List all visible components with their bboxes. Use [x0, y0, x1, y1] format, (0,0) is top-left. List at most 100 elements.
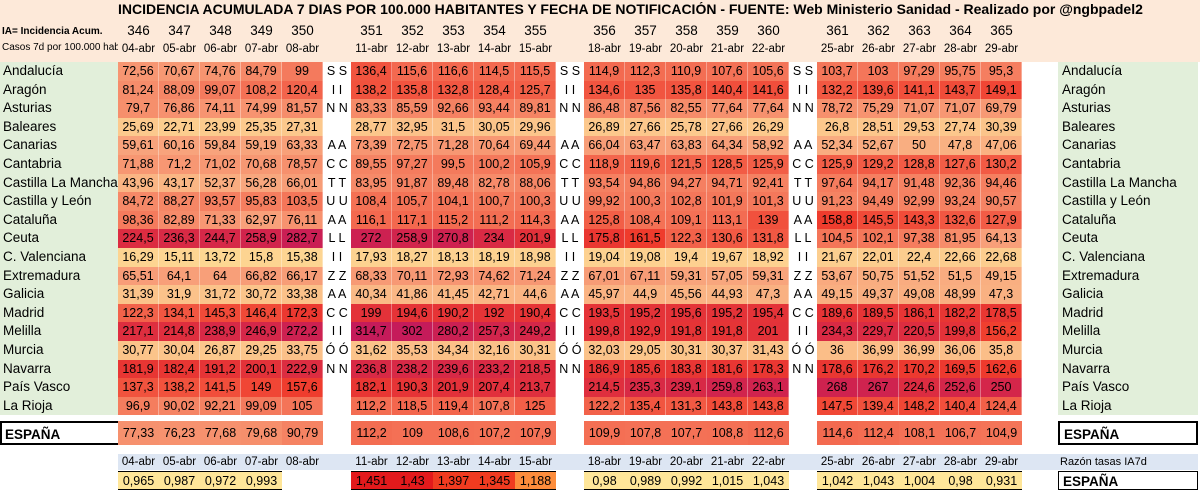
- region-label: Andalucía: [0, 62, 118, 81]
- ratio-region-label: ESPAÑA: [1058, 471, 1198, 490]
- data-cell: 66,04: [584, 136, 625, 155]
- data-cell: 94,86: [625, 173, 666, 193]
- ratio-cell: 1,004: [899, 471, 940, 490]
- data-cell: 124,4: [981, 396, 1022, 416]
- data-cell: 143,8: [748, 396, 789, 416]
- total-cell: 109,9: [584, 421, 625, 446]
- data-cell: 44,9: [625, 285, 666, 304]
- data-cell: 190,4: [515, 303, 556, 323]
- date-label: 18-abr: [587, 43, 622, 55]
- data-cell: 90,02: [159, 396, 200, 416]
- week-number: 365: [990, 23, 1013, 38]
- date-label: 26-abr: [861, 43, 896, 55]
- data-cell: 71,07: [940, 99, 981, 118]
- date-label: 15-abr: [518, 43, 553, 55]
- data-cell: 272,2: [282, 322, 323, 341]
- separator-letter: I I: [331, 324, 343, 339]
- data-cell: 220,5: [899, 322, 940, 341]
- data-cell: 239,1: [666, 378, 707, 397]
- data-cell: 31,72: [200, 285, 241, 304]
- data-cell: 103,5: [282, 192, 323, 211]
- data-cell: 63,83: [666, 136, 707, 155]
- data-cell: 99,09: [241, 396, 282, 416]
- separator-letter: U U: [326, 194, 348, 209]
- ratio-date-label: 29-abr: [984, 456, 1019, 468]
- data-cell: 104,5: [817, 229, 858, 248]
- date-label: 07-abr: [244, 43, 279, 55]
- data-cell: 49,15: [981, 266, 1022, 286]
- data-cell: 44,93: [707, 285, 748, 304]
- data-cell: 201,9: [433, 378, 474, 397]
- week-number: 359: [716, 23, 739, 38]
- data-cell: 51,52: [899, 266, 940, 286]
- data-cell: 30,04: [159, 341, 200, 360]
- separator-letter: Z Z: [560, 268, 580, 283]
- data-cell: 31,62: [351, 341, 392, 360]
- data-cell: 135,8: [666, 80, 707, 100]
- total-cell: 108,6: [433, 421, 474, 446]
- data-cell: 26,8: [817, 117, 858, 137]
- data-cell: 100,2: [474, 155, 515, 174]
- ratio-cell: [282, 471, 323, 490]
- separator-letter: C C: [559, 305, 581, 320]
- data-cell: 67,11: [625, 266, 666, 286]
- data-cell: 182,2: [940, 303, 981, 323]
- date-label: 22-abr: [751, 43, 786, 55]
- region-label-right: Castilla y León: [1058, 192, 1198, 211]
- data-cell: 63,33: [282, 136, 323, 155]
- data-cell: 81,57: [282, 99, 323, 118]
- ratio-date-label: 13-abr: [436, 456, 471, 468]
- data-cell: 26,29: [748, 117, 789, 137]
- week-number: 352: [401, 23, 424, 38]
- data-cell: 250: [981, 378, 1022, 397]
- data-cell: 22,71: [159, 117, 200, 137]
- separator-letter: I I: [564, 250, 576, 264]
- data-cell: 36: [817, 341, 858, 360]
- data-cell: 72,75: [392, 136, 433, 155]
- separator-letter: Z Z: [327, 268, 347, 283]
- region-label-right: Ceuta: [1058, 229, 1198, 248]
- date-label: 05-abr: [162, 43, 197, 55]
- data-cell: 246,9: [241, 322, 282, 341]
- data-cell: 201: [748, 322, 789, 341]
- separator-letter: I I: [331, 82, 343, 97]
- data-cell: 62,97: [241, 210, 282, 230]
- separator-letter: Z Z: [793, 268, 813, 283]
- data-cell: 115,6: [392, 62, 433, 81]
- ratio-date-label: 08-abr: [285, 456, 320, 468]
- ratio-cell: 0,972: [200, 471, 241, 490]
- separator-letter: T T: [560, 175, 580, 190]
- data-cell: 99: [282, 62, 323, 81]
- region-label: Baleares: [0, 117, 118, 137]
- data-cell: 132,8: [433, 80, 474, 100]
- region-label-right: Asturias: [1058, 99, 1198, 118]
- week-number: 358: [675, 23, 698, 38]
- data-cell: 22,01: [858, 248, 899, 267]
- data-cell: 31,5: [433, 117, 474, 137]
- data-cell: 141,1: [899, 80, 940, 100]
- data-cell: 131,3: [666, 396, 707, 416]
- data-cell: 96,9: [118, 396, 159, 416]
- data-cell: 105: [282, 396, 323, 416]
- ratio-cell: 1,188: [515, 471, 556, 490]
- separator-letter: A A: [560, 287, 580, 302]
- ratio-date-label: 05-abr: [162, 456, 197, 468]
- region-label: C. Valenciana: [0, 248, 118, 267]
- data-cell: 47,06: [981, 136, 1022, 155]
- data-cell: 195,6: [666, 303, 707, 323]
- total-label: ESPAÑA: [0, 421, 118, 446]
- data-cell: 199: [351, 303, 392, 323]
- data-cell: 161,5: [625, 229, 666, 248]
- data-cell: 31,43: [748, 341, 789, 360]
- data-cell: 66,01: [282, 173, 323, 193]
- data-cell: 109,1: [666, 210, 707, 230]
- data-cell: 125: [515, 396, 556, 416]
- separator-letter: [789, 397, 817, 416]
- data-cell: 94,49: [858, 192, 899, 211]
- ratio-date-label: 18-abr: [587, 456, 622, 468]
- ratio-cell: 0,993: [241, 471, 282, 490]
- data-cell: 145,5: [858, 210, 899, 230]
- data-cell: 35,8: [981, 341, 1022, 360]
- separator-letter: A A: [793, 287, 813, 302]
- ratio-label: Razón tasas IA7d: [1060, 456, 1147, 468]
